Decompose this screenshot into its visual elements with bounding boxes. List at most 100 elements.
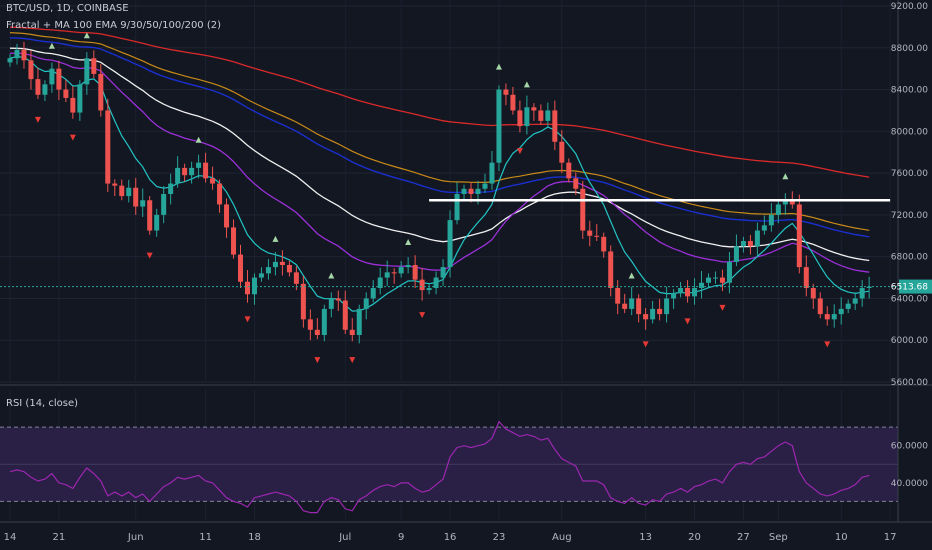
candle-body xyxy=(84,58,90,85)
candle-body xyxy=(685,288,691,297)
ema-30-line xyxy=(9,52,870,273)
candle-body xyxy=(838,308,844,315)
fractal-down-marker xyxy=(419,312,426,319)
fractal-down-marker xyxy=(516,148,523,155)
rsi-tick-label: 60.0000 xyxy=(891,442,928,452)
candle-body xyxy=(810,288,816,299)
candle-body xyxy=(524,107,530,127)
fractal-markers xyxy=(34,32,831,364)
candle-body xyxy=(608,251,614,288)
ema-100-line xyxy=(9,32,870,231)
candle-body xyxy=(196,162,202,168)
candle-body xyxy=(356,308,362,335)
time-tick-label: Sep xyxy=(769,532,788,543)
rsi-band xyxy=(0,426,898,502)
candle-body xyxy=(70,97,76,113)
candle-body xyxy=(852,298,858,304)
candle-body xyxy=(733,246,739,262)
moving-average-lines xyxy=(9,26,870,312)
candle-body xyxy=(112,183,118,186)
candle-body xyxy=(265,267,271,274)
candle-body xyxy=(664,298,670,315)
rsi-line xyxy=(9,420,870,514)
candle-body xyxy=(426,288,432,291)
candle-body xyxy=(147,200,153,231)
candle-body xyxy=(454,194,460,221)
candle-body xyxy=(475,188,481,194)
time-tick-label: 27 xyxy=(737,532,750,543)
fractal-up-marker xyxy=(782,173,789,180)
candle-body xyxy=(21,49,27,61)
candle-body xyxy=(503,89,509,95)
candle-body xyxy=(133,187,139,207)
candle-body xyxy=(552,110,558,142)
candle-body xyxy=(119,185,125,197)
price-tick-label: 5600.00 xyxy=(891,378,928,388)
last-price-tag xyxy=(899,279,932,294)
candle-body xyxy=(314,329,320,335)
fractal-up-marker xyxy=(405,239,412,246)
candle-body xyxy=(601,236,607,252)
candle-body xyxy=(580,188,586,231)
candle-body xyxy=(377,277,383,288)
fractal-up-marker xyxy=(195,136,202,143)
candle-body xyxy=(657,308,663,315)
price-tick-label: 6000.00 xyxy=(891,336,928,346)
fractal-down-marker xyxy=(146,252,153,259)
fractal-down-marker xyxy=(824,341,831,348)
fractal-up-marker xyxy=(328,272,335,279)
candle-body xyxy=(91,58,97,74)
candle-body xyxy=(384,272,390,278)
candle-body xyxy=(231,227,237,255)
candle-body xyxy=(349,329,355,335)
candle-body xyxy=(49,68,55,85)
price-tick-label: 7600.00 xyxy=(891,169,928,179)
candle-body xyxy=(224,204,230,228)
candle-body xyxy=(615,288,621,304)
candle-body xyxy=(859,288,865,299)
candle-body xyxy=(126,187,132,197)
fractal-up-marker xyxy=(48,42,55,49)
candle-body xyxy=(217,183,223,205)
candle-body xyxy=(629,298,635,309)
candle-body xyxy=(300,283,306,320)
time-tick-label: 9 xyxy=(398,532,404,543)
candle-body xyxy=(650,308,656,320)
ema-50-line xyxy=(9,47,870,262)
fractal-down-marker xyxy=(314,357,321,364)
fractal-down-marker xyxy=(349,357,356,364)
candle-body xyxy=(77,84,83,113)
candle-body xyxy=(238,254,244,282)
time-tick-label: 20 xyxy=(688,532,701,543)
chart-title: BTC/USD, 1D, COINBASE xyxy=(6,3,129,14)
last-price-label: 6513.68 xyxy=(891,283,928,293)
candle-body xyxy=(824,314,830,320)
candle-body xyxy=(168,183,174,194)
rsi-label: RSI (14, close) xyxy=(6,398,79,409)
candle-body xyxy=(796,204,802,268)
candle-body xyxy=(182,167,188,176)
candle-body xyxy=(35,79,41,95)
time-tick-label: 14 xyxy=(4,532,17,543)
candle-body xyxy=(258,273,264,278)
time-tick-label: Jul xyxy=(338,532,351,543)
candle-body xyxy=(768,214,774,226)
candle-body xyxy=(189,167,195,176)
fractal-down-marker xyxy=(684,318,691,325)
candle-body xyxy=(782,199,788,205)
candle-body xyxy=(517,110,523,127)
candle-body xyxy=(545,110,551,121)
candle-body xyxy=(761,225,767,231)
candle-body xyxy=(671,293,677,299)
price-tick-label: 7200.00 xyxy=(891,211,928,221)
candle-body xyxy=(335,298,341,301)
candle-body xyxy=(754,230,760,247)
candle-body xyxy=(307,319,313,330)
candle-body xyxy=(726,261,732,283)
candle-body xyxy=(398,267,404,274)
candle-body xyxy=(175,167,181,184)
candle-body xyxy=(42,84,48,95)
candle-body xyxy=(419,279,425,291)
price-tick-label: 6800.00 xyxy=(891,253,928,263)
